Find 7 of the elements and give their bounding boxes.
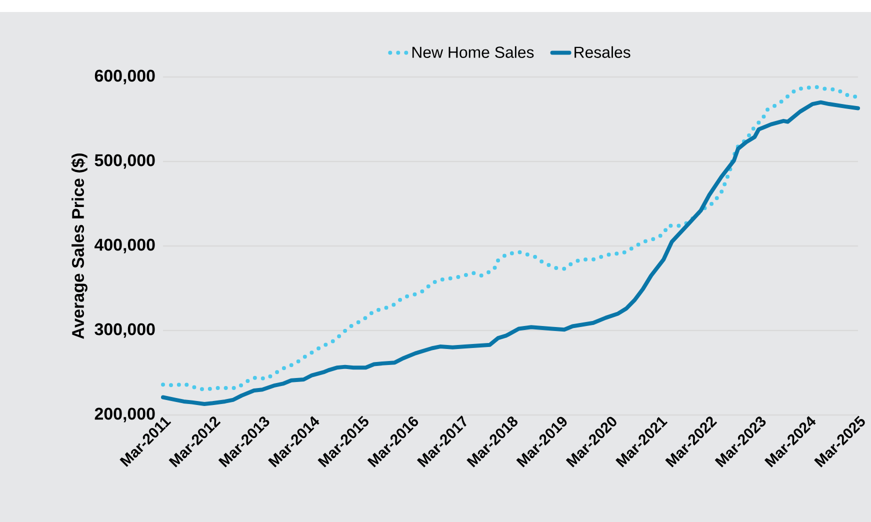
- y-axis-title: Average Sales Price ($): [71, 154, 88, 339]
- legend-label: New Home Sales: [412, 46, 534, 58]
- y-tick-label: 400,000: [94, 238, 155, 254]
- legend-label: Resales: [574, 46, 630, 58]
- y-tick-label: 500,000: [94, 154, 155, 169]
- y-tick-label: 600,000: [94, 70, 155, 84]
- y-tick-label: 300,000: [94, 323, 155, 338]
